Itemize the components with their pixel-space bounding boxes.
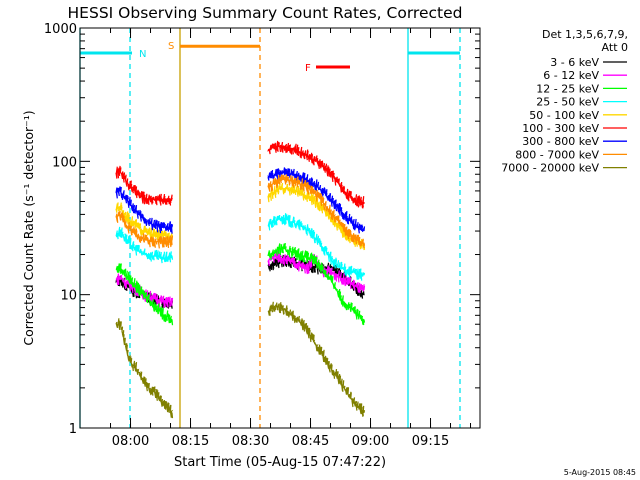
- x-tick-label: 08:00: [112, 434, 149, 449]
- series-line-2: [267, 243, 366, 326]
- y-axis-label: Corrected Count Rate (s⁻¹ detector⁻¹): [21, 110, 36, 345]
- legend-label: 100 - 300 keV: [522, 122, 599, 135]
- series-line-5: [267, 140, 365, 209]
- legend-label: 300 - 800 keV: [522, 135, 599, 148]
- series-line-5: [115, 165, 174, 206]
- x-tick-label: 09:00: [352, 434, 389, 449]
- legend-label: 800 - 7000 keV: [515, 148, 599, 161]
- y-tick-label: 1: [69, 422, 77, 437]
- chart-title: HESSI Observing Summary Count Rates, Cor…: [68, 4, 463, 22]
- series-group: [115, 140, 366, 419]
- y-tick-label: 1000: [44, 22, 77, 37]
- legend-label: 50 - 100 keV: [529, 109, 599, 122]
- series-line-6: [267, 167, 366, 234]
- x-tick-label: 09:15: [412, 434, 449, 449]
- x-axis-label: Start Time (05-Aug-15 07:47:22): [174, 455, 386, 470]
- interval-bar-label: S: [168, 41, 174, 52]
- series-line-7: [267, 174, 366, 249]
- series-line-7: [115, 210, 174, 249]
- y-axis-ticks: 1 10 100 1000: [44, 22, 480, 437]
- legend-header: Att 0: [602, 41, 628, 54]
- interval-bars: N S F: [80, 41, 460, 74]
- series-line-2: [115, 263, 174, 326]
- legend-label: 12 - 25 keV: [536, 82, 599, 95]
- interval-bar-label: N: [139, 49, 146, 60]
- interval-bar-label: F: [305, 63, 311, 74]
- legend-label: 6 - 12 keV: [543, 69, 599, 82]
- series-line-8: [267, 301, 366, 417]
- series-line-3: [267, 213, 366, 281]
- x-axis-ticks: 08:00 08:15 08:30 08:45 09:00 09:15: [110, 28, 472, 449]
- series-line-6: [115, 186, 174, 234]
- footer-date: 5-Aug-2015 08:45: [564, 468, 636, 477]
- legend-label: 3 - 6 keV: [550, 56, 599, 69]
- plot-frame: [79, 27, 481, 429]
- x-tick-label: 08:45: [292, 434, 329, 449]
- legend-label: 7000 - 20000 keV: [501, 162, 599, 175]
- y-tick-label: 100: [52, 155, 77, 170]
- y-tick-label: 10: [60, 289, 77, 304]
- series-line-8: [115, 318, 174, 419]
- legend-label: 25 - 50 keV: [536, 96, 599, 109]
- x-tick-label: 08:15: [172, 434, 209, 449]
- series-line-4: [115, 202, 174, 243]
- x-tick-label: 08:30: [232, 434, 269, 449]
- legend-header: Det 1,3,5,6,7,9,: [542, 28, 628, 41]
- series-line-3: [115, 226, 174, 264]
